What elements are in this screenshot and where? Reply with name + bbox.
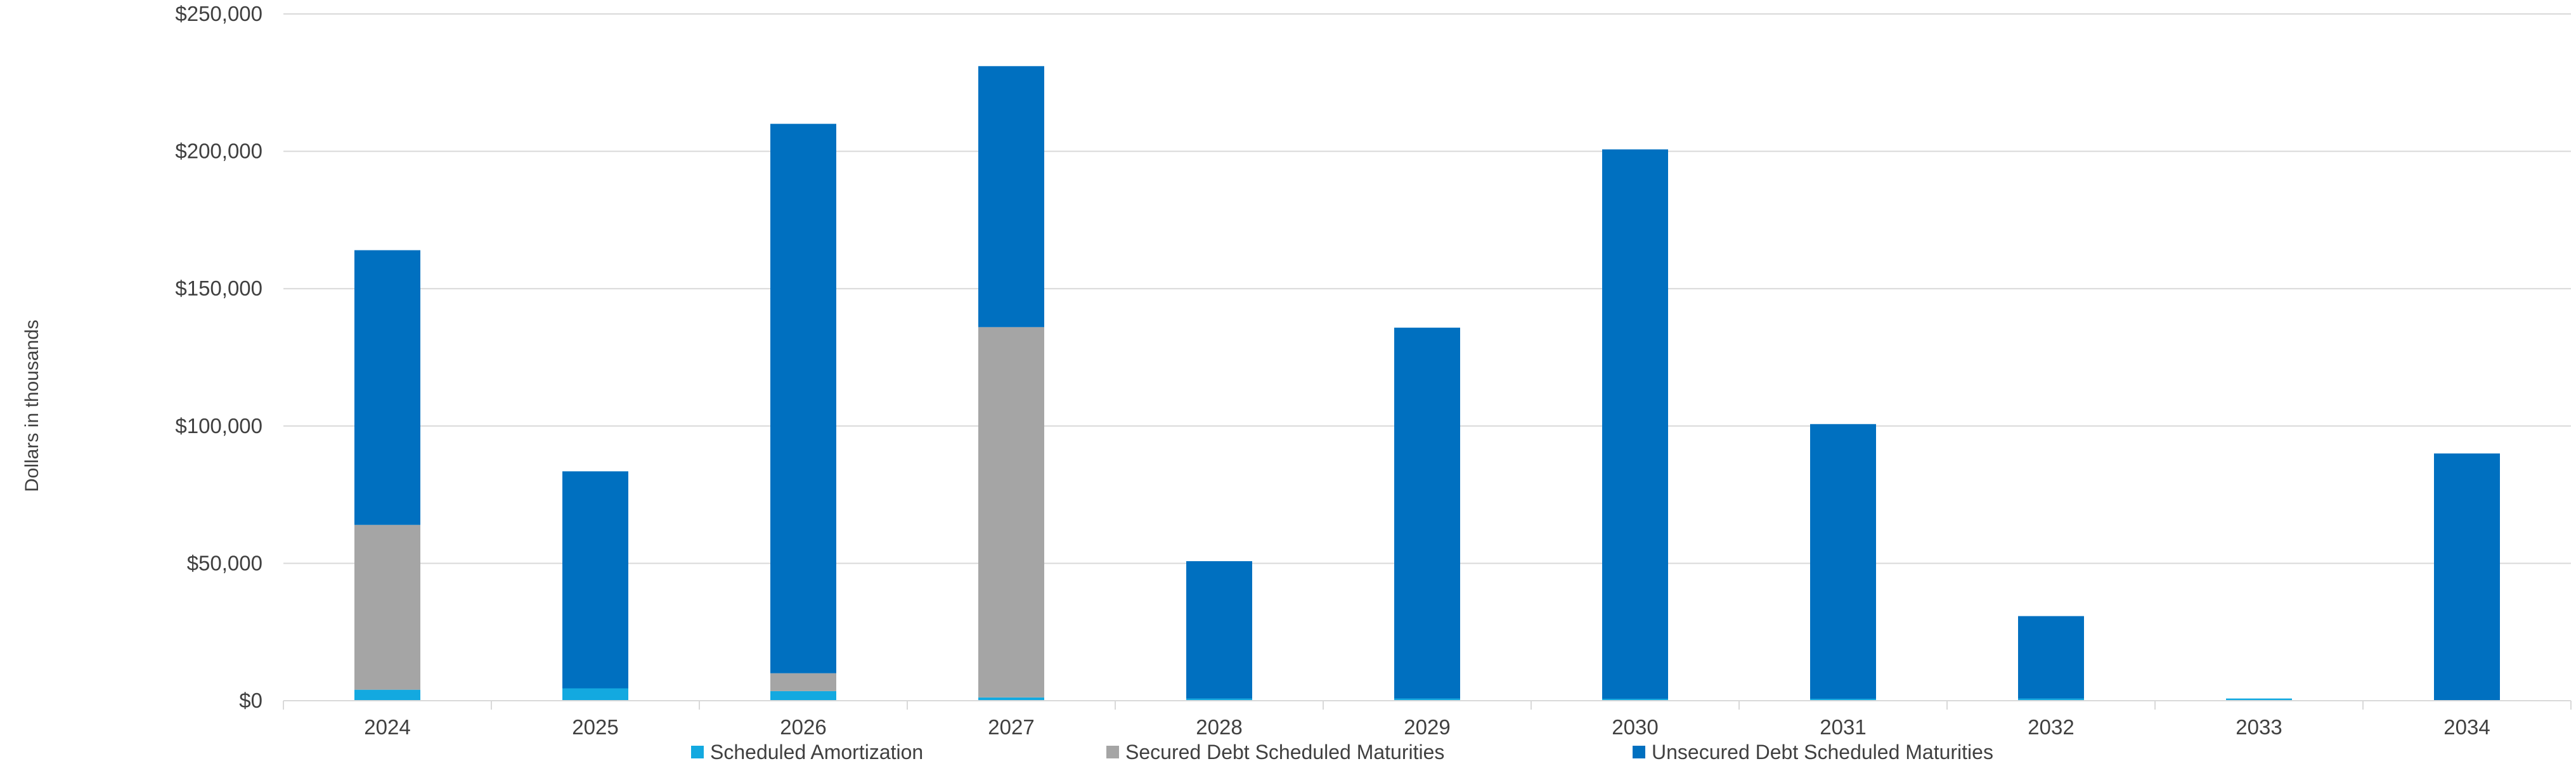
- bar-segment-unsecured-debt-scheduled-maturities-2024: [354, 250, 420, 525]
- bar-segment-scheduled-amortization-2031: [1810, 698, 1876, 701]
- bar-segment-scheduled-amortization-2024: [354, 689, 420, 701]
- bar-segment-unsecured-debt-scheduled-maturities-2030: [1602, 149, 1668, 699]
- legend-swatch: [1633, 746, 1645, 758]
- x-tick-label: 2033: [2236, 715, 2282, 739]
- bar-segment-secured-debt-scheduled-maturities-2027: [978, 327, 1044, 698]
- bar-segment-unsecured-debt-scheduled-maturities-2028: [1186, 561, 1252, 699]
- legend-swatch: [1106, 746, 1119, 758]
- bar-segment-scheduled-amortization-2027: [978, 697, 1044, 701]
- y-axis-title: Dollars in thousands: [22, 320, 42, 492]
- x-tick-label: 2025: [572, 715, 618, 739]
- y-tick-label: $0: [239, 689, 262, 712]
- y-tick-label: $150,000: [175, 276, 262, 300]
- x-tick-label: 2030: [1612, 715, 1658, 739]
- y-axis-tick-labels: $0 $50,000 $100,000 $150,000 $200,000 $250,00…: [175, 2, 262, 712]
- legend: Scheduled Amortization Secured Debt Sched…: [691, 741, 1993, 763]
- bar-segment-unsecured-debt-scheduled-maturities-2025: [562, 471, 628, 689]
- x-tick-label: 2029: [1404, 715, 1450, 739]
- bar-segment-scheduled-amortization-2032: [2018, 698, 2084, 701]
- bar-segment-scheduled-amortization-2033: [2226, 698, 2292, 701]
- bar-segment-unsecured-debt-scheduled-maturities-2034: [2434, 453, 2500, 701]
- y-tick-label: $200,000: [175, 140, 262, 163]
- x-tick-label: 2027: [988, 715, 1034, 739]
- bar-segment-unsecured-debt-scheduled-maturities-2026: [770, 124, 836, 673]
- x-tick-label: 2026: [780, 715, 826, 739]
- x-tick-label: 2028: [1196, 715, 1242, 739]
- legend-label: Secured Debt Scheduled Maturities: [1125, 741, 1444, 763]
- bar-segment-secured-debt-scheduled-maturities-2024: [354, 524, 420, 690]
- bar-segment-unsecured-debt-scheduled-maturities-2032: [2018, 616, 2084, 699]
- bar-segment-unsecured-debt-scheduled-maturities-2029: [1394, 327, 1460, 699]
- y-tick-label: $100,000: [175, 414, 262, 438]
- y-tick-label: $250,000: [175, 2, 262, 25]
- legend-swatch: [691, 746, 704, 758]
- bar-segment-scheduled-amortization-2026: [770, 691, 836, 701]
- legend-label: Scheduled Amortization: [710, 741, 923, 763]
- bar-segment-scheduled-amortization-2028: [1186, 698, 1252, 701]
- bar-segment-scheduled-amortization-2029: [1394, 698, 1460, 701]
- bar-segment-scheduled-amortization-2025: [562, 688, 628, 701]
- bar-segment-secured-debt-scheduled-maturities-2026: [770, 673, 836, 691]
- legend-item-scheduled-amortization: Scheduled Amortization: [691, 741, 923, 763]
- x-tick-label: 2032: [2028, 715, 2074, 739]
- legend-item-secured-debt-scheduled-maturities: Secured Debt Scheduled Maturities: [1106, 741, 1444, 763]
- bar-segment-scheduled-amortization-2030: [1602, 698, 1668, 701]
- bar-segment-unsecured-debt-scheduled-maturities-2027: [978, 66, 1044, 327]
- y-tick-label: $50,000: [187, 551, 262, 575]
- bar-segment-unsecured-debt-scheduled-maturities-2031: [1810, 424, 1876, 699]
- x-tick-label: 2024: [364, 715, 410, 739]
- legend-item-unsecured-debt-scheduled-maturities: Unsecured Debt Scheduled Maturities: [1633, 741, 1993, 763]
- x-tick-label: 2034: [2443, 715, 2490, 739]
- x-tick-label: 2031: [1820, 715, 1866, 739]
- bars: [354, 66, 2500, 701]
- legend-label: Unsecured Debt Scheduled Maturities: [1652, 741, 1993, 763]
- x-axis: 2024 2025 2026 2027 2028 2029 2030 2031 2032 2033…: [283, 700, 2572, 739]
